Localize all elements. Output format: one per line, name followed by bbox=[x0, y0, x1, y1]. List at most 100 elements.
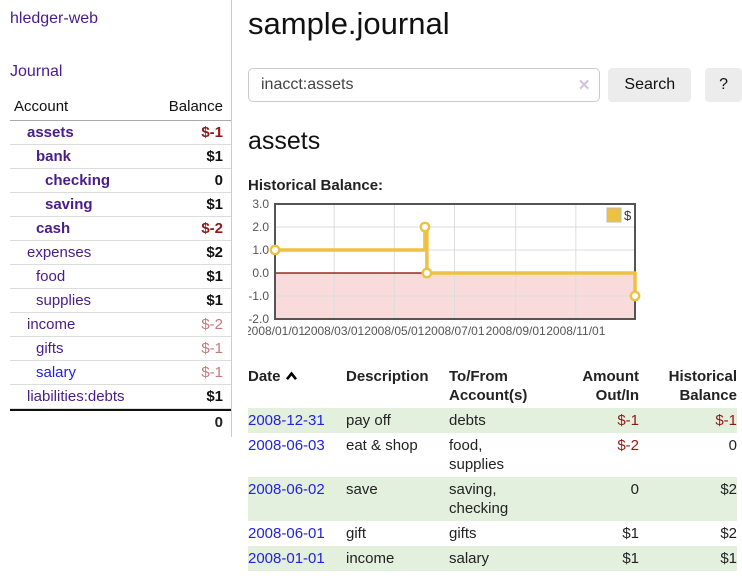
page: hledger-web Journal Account Balance asse… bbox=[0, 0, 742, 587]
transaction-date-cell: 2008-12-31 bbox=[248, 408, 346, 433]
register-header-description: Description bbox=[346, 364, 449, 408]
account-link[interactable]: cash bbox=[14, 220, 70, 237]
search-box: ✕ bbox=[248, 68, 600, 102]
transaction-amount-cell: 0 bbox=[549, 477, 639, 521]
transaction-balance-cell: $2 bbox=[639, 477, 737, 521]
account-link[interactable]: assets bbox=[14, 124, 74, 141]
account-balance: $2 bbox=[206, 244, 223, 261]
transaction-date-link[interactable]: 2008-06-02 bbox=[248, 481, 325, 498]
x-axis-tick-label: 2008/11/01 bbox=[546, 324, 605, 338]
account-link[interactable]: checking bbox=[14, 172, 110, 189]
account-row: cash$-2 bbox=[10, 217, 231, 241]
account-row: assets $-1 bbox=[10, 121, 231, 145]
account-link[interactable]: food bbox=[14, 268, 65, 285]
amount-value: 0 bbox=[631, 481, 639, 498]
y-axis-tick-label: 3.0 bbox=[252, 197, 269, 211]
data-point-marker bbox=[421, 223, 429, 231]
account-balance: $1 bbox=[206, 292, 223, 309]
transaction-date-link[interactable]: 2008-01-01 bbox=[248, 550, 325, 567]
transaction-balance-cell: $1 bbox=[639, 546, 737, 571]
register-header-date[interactable]: Date bbox=[248, 364, 346, 408]
account-link[interactable]: saving bbox=[14, 196, 93, 213]
account-row: bank $1 bbox=[10, 145, 231, 169]
transaction-date-cell: 2008-06-02 bbox=[248, 477, 346, 521]
account-balance: 0 bbox=[215, 172, 223, 189]
clear-search-icon[interactable]: ✕ bbox=[578, 76, 591, 94]
register-header-accounts: To/From Account(s) bbox=[449, 364, 549, 408]
search-button[interactable]: Search bbox=[608, 68, 691, 102]
transaction-accounts-cell: gifts bbox=[449, 521, 549, 546]
transaction-balance-cell: $2 bbox=[639, 521, 737, 546]
account-row: supplies $1 bbox=[10, 289, 231, 313]
legend-swatch bbox=[607, 208, 621, 222]
transaction-description-cell: gift bbox=[346, 521, 449, 546]
transaction-accounts-cell: salary bbox=[449, 546, 549, 571]
accounts-total-value: 0 bbox=[215, 414, 223, 431]
app-title: hledger-web bbox=[10, 10, 231, 28]
chart-title: Historical Balance: bbox=[248, 177, 742, 194]
register-rows: 2008-12-31pay offdebts$-1$-12008-06-03ea… bbox=[248, 408, 737, 571]
transaction-date-link[interactable]: 2008-06-01 bbox=[248, 525, 325, 542]
account-page-title: assets bbox=[248, 127, 742, 156]
register-header-amount: Amount Out/In bbox=[549, 364, 639, 408]
transaction-row: 2008-06-01 giftgifts $1 $2 bbox=[248, 521, 737, 546]
account-link[interactable]: supplies bbox=[14, 292, 91, 309]
transaction-date-link[interactable]: 2008-12-31 bbox=[248, 412, 325, 429]
data-point-marker bbox=[271, 246, 279, 254]
balance-value: $2 bbox=[720, 525, 737, 542]
account-balance: $-1 bbox=[201, 124, 223, 141]
balance-value: $1 bbox=[720, 550, 737, 567]
account-link[interactable]: income bbox=[14, 316, 75, 333]
account-link[interactable]: bank bbox=[14, 148, 71, 165]
sidebar: hledger-web Journal Account Balance asse… bbox=[0, 0, 232, 437]
transaction-date-cell: 2008-06-03 bbox=[248, 433, 346, 477]
transaction-accounts-cell: saving, checking bbox=[449, 477, 549, 521]
account-balance: $-2 bbox=[201, 316, 223, 333]
x-axis-tick-label: 2008/01/01 bbox=[248, 324, 305, 338]
chart-container: $3.02.01.00.0-1.0-2.02008/01/012008/03/0… bbox=[248, 197, 742, 347]
account-row: checking 0 bbox=[10, 169, 231, 193]
y-axis-tick-label: 1.0 bbox=[252, 243, 269, 257]
main-content: sample.journal ✕ Search ? assets Histori… bbox=[232, 0, 742, 587]
x-axis-tick-label: 2008/07/01 bbox=[424, 324, 484, 338]
transaction-balance-cell: 0 bbox=[639, 433, 737, 477]
y-axis-tick-label: 0.0 bbox=[252, 266, 269, 280]
accounts-header-balance: Balance bbox=[169, 98, 223, 115]
y-axis-tick-label: -1.0 bbox=[248, 289, 269, 303]
transaction-accounts-cell: food, supplies bbox=[449, 433, 549, 477]
amount-value: $1 bbox=[622, 550, 639, 567]
account-link[interactable]: gifts bbox=[14, 340, 64, 357]
register-header-row: Date Description To/From Account(s) Amou… bbox=[248, 364, 737, 408]
transaction-date-cell: 2008-06-01 bbox=[248, 521, 346, 546]
legend-label: $ bbox=[624, 208, 632, 223]
transaction-description-cell: pay off bbox=[346, 408, 449, 433]
help-button[interactable]: ? bbox=[705, 68, 742, 102]
account-row: liabilities:debts $1 bbox=[10, 385, 231, 409]
sidebar-item-journal[interactable]: Journal bbox=[10, 63, 62, 81]
account-link[interactable]: expenses bbox=[14, 244, 91, 261]
amount-value: $-2 bbox=[617, 437, 639, 454]
app-title-link[interactable]: hledger-web bbox=[10, 10, 98, 27]
amount-value: $1 bbox=[622, 525, 639, 542]
account-balance: $1 bbox=[206, 388, 223, 405]
balance-value: $2 bbox=[720, 481, 737, 498]
account-link[interactable]: salary bbox=[14, 364, 76, 381]
transaction-row: 2008-01-01 incomesalary $1 $1 bbox=[248, 546, 737, 571]
account-link[interactable]: liabilities:debts bbox=[14, 388, 125, 405]
x-axis-tick-label: 2008/05/01 bbox=[364, 324, 424, 338]
transaction-row: 2008-06-03 eat & shopfood, supplies $-2 0 bbox=[248, 433, 737, 477]
transaction-row: 2008-06-02savesaving, checking0$2 bbox=[248, 477, 737, 521]
search-input[interactable] bbox=[248, 68, 600, 102]
accounts-table-header: Account Balance bbox=[10, 94, 231, 121]
amount-value: $-1 bbox=[617, 412, 639, 429]
transaction-description-cell: eat & shop bbox=[346, 433, 449, 477]
transaction-amount-cell: $1 bbox=[549, 521, 639, 546]
transaction-row: 2008-12-31pay offdebts$-1$-1 bbox=[248, 408, 737, 433]
transaction-amount-cell: $1 bbox=[549, 546, 639, 571]
transaction-description-cell: income bbox=[346, 546, 449, 571]
balance-value: 0 bbox=[729, 437, 737, 454]
transaction-date-link[interactable]: 2008-06-03 bbox=[248, 437, 325, 454]
account-balance: $1 bbox=[206, 148, 223, 165]
sort-ascending-icon bbox=[285, 371, 298, 381]
search-form: ✕ Search ? bbox=[248, 68, 742, 102]
